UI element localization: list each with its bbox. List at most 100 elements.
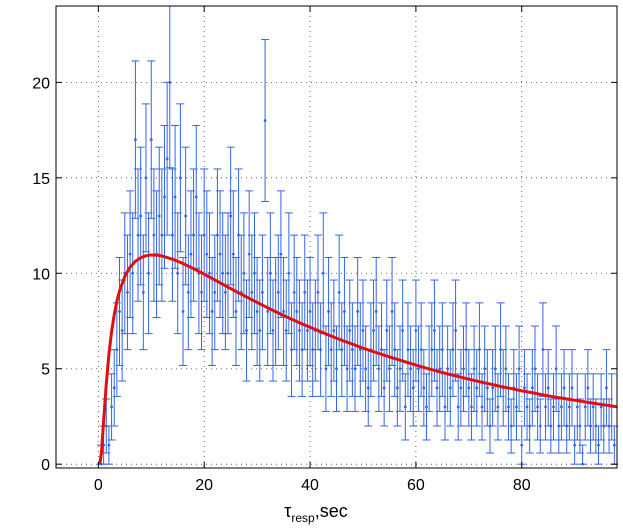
data-point bbox=[271, 329, 275, 332]
data-point bbox=[202, 233, 206, 237]
data-point bbox=[311, 348, 315, 352]
data-point bbox=[247, 252, 251, 256]
data-point bbox=[364, 367, 368, 371]
data-point bbox=[340, 348, 344, 352]
data-point bbox=[459, 386, 463, 390]
data-point bbox=[118, 310, 121, 313]
data-point bbox=[221, 271, 225, 275]
data-point bbox=[128, 252, 132, 256]
data-point bbox=[292, 290, 296, 294]
data-point bbox=[324, 367, 328, 371]
data-point bbox=[141, 290, 145, 294]
data-point bbox=[276, 290, 280, 294]
y-tick-labels: 0 5 10 15 20 bbox=[32, 75, 50, 474]
data-point bbox=[607, 424, 611, 428]
x-axis-suffix: ,sec bbox=[315, 501, 348, 521]
data-point bbox=[337, 290, 341, 294]
data-point bbox=[388, 367, 391, 371]
data-point bbox=[520, 443, 524, 447]
data-point bbox=[284, 329, 288, 332]
data-point bbox=[356, 310, 360, 313]
data-point bbox=[110, 405, 113, 409]
data-point bbox=[335, 367, 338, 371]
data-point bbox=[560, 405, 563, 409]
data-point bbox=[435, 386, 439, 390]
data-point bbox=[440, 348, 444, 352]
data-point bbox=[586, 386, 590, 390]
x-tick-label: 40 bbox=[301, 477, 319, 494]
data-point bbox=[343, 310, 346, 313]
data-point bbox=[589, 424, 592, 428]
data-point bbox=[612, 443, 616, 447]
data-point bbox=[530, 386, 534, 390]
data-point bbox=[552, 405, 555, 409]
data-point bbox=[398, 367, 402, 371]
data-point bbox=[298, 329, 301, 332]
data-point bbox=[192, 233, 196, 237]
data-point bbox=[332, 329, 336, 332]
data-point bbox=[443, 405, 447, 409]
data-point bbox=[186, 290, 190, 294]
data-point bbox=[583, 405, 587, 409]
data-point bbox=[184, 214, 188, 218]
data-point bbox=[567, 405, 571, 409]
data-point bbox=[120, 329, 124, 332]
data-point bbox=[279, 252, 283, 256]
data-point bbox=[300, 348, 304, 352]
data-point bbox=[570, 386, 574, 390]
data-point bbox=[414, 329, 418, 332]
data-point bbox=[237, 233, 240, 237]
data-point bbox=[390, 310, 394, 313]
data-point bbox=[223, 290, 227, 294]
data-point bbox=[205, 252, 209, 256]
data-point bbox=[549, 424, 553, 428]
data-point bbox=[507, 405, 510, 409]
y-tick-label: 20 bbox=[32, 75, 50, 92]
data-point bbox=[115, 348, 119, 352]
data-point bbox=[361, 329, 365, 332]
data-point bbox=[409, 367, 412, 371]
data-point bbox=[147, 271, 151, 275]
data-point bbox=[470, 405, 473, 409]
data-point bbox=[210, 310, 214, 313]
data-point bbox=[250, 290, 254, 294]
axis-ticks bbox=[56, 6, 617, 468]
data-point bbox=[433, 329, 436, 332]
data-point bbox=[329, 348, 333, 352]
data-point bbox=[287, 271, 291, 275]
data-point bbox=[348, 329, 352, 332]
data-point bbox=[422, 386, 426, 390]
data-point bbox=[578, 424, 582, 428]
data-point bbox=[401, 329, 405, 332]
data-point bbox=[515, 405, 518, 409]
data-point bbox=[242, 271, 246, 275]
data-point bbox=[263, 119, 267, 122]
data-point bbox=[594, 424, 598, 428]
data-point bbox=[176, 271, 180, 275]
data-point bbox=[168, 80, 172, 84]
data-point bbox=[374, 310, 378, 313]
data-point bbox=[403, 405, 407, 409]
data-point bbox=[200, 290, 203, 294]
data-point bbox=[493, 367, 497, 371]
data-point bbox=[255, 310, 259, 313]
data-point bbox=[538, 424, 542, 428]
x-axis-label: τresp,sec bbox=[284, 501, 347, 525]
data-point bbox=[253, 271, 256, 275]
data-point bbox=[591, 405, 595, 409]
data-point bbox=[454, 329, 457, 332]
data-point bbox=[565, 424, 569, 428]
data-point bbox=[321, 271, 325, 275]
data-point bbox=[266, 310, 270, 313]
data-point bbox=[144, 176, 148, 180]
data-point bbox=[456, 405, 460, 409]
data-point bbox=[554, 367, 558, 371]
data-point bbox=[581, 462, 584, 466]
data-point bbox=[425, 405, 428, 409]
data-point bbox=[139, 214, 143, 218]
data-point bbox=[438, 367, 442, 371]
data-point bbox=[488, 424, 492, 428]
data-point bbox=[213, 290, 217, 294]
data-point bbox=[562, 386, 566, 390]
